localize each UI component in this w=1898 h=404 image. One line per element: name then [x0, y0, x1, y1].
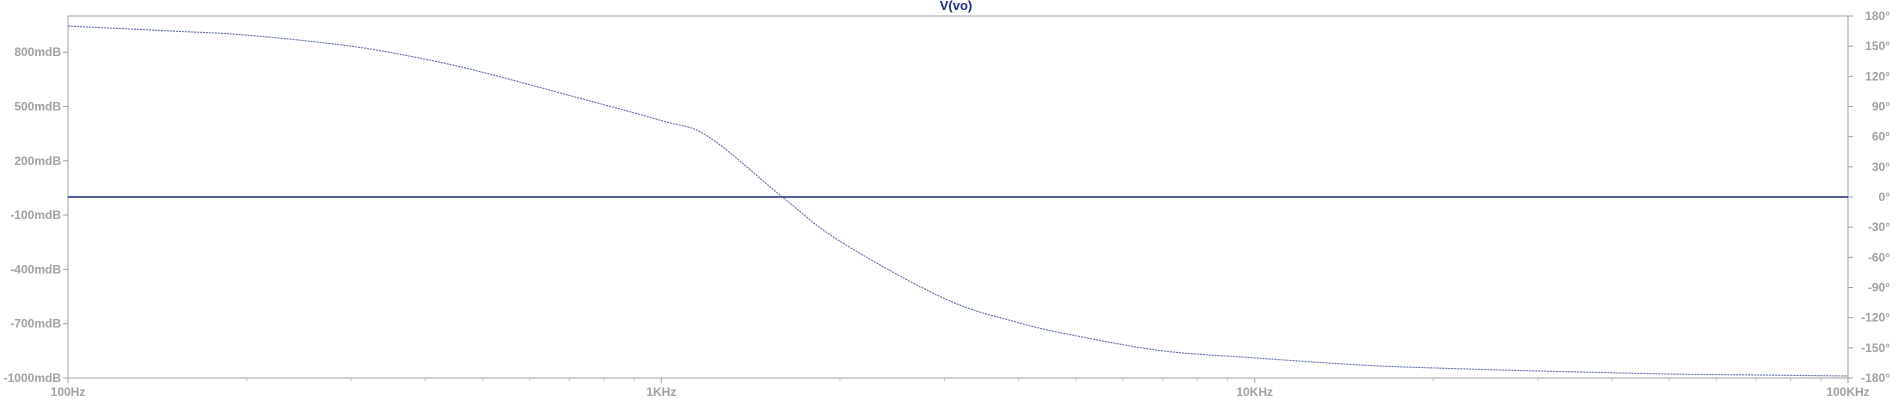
right-tick-label: -180° — [1861, 371, 1890, 385]
left-tick-label: -100mdB — [10, 208, 61, 222]
right-tick-label: 0° — [1879, 190, 1891, 204]
left-tick-label: -700mdB — [10, 317, 61, 331]
chart-title: V(vo) — [940, 0, 973, 13]
right-tick-label: 90° — [1872, 100, 1890, 114]
right-tick-label: -90° — [1868, 281, 1890, 295]
x-tick-label: 100KHz — [1826, 385, 1869, 399]
phase-series-line — [67, 25, 1849, 377]
axes-layer: 800mdB 500mdB 200mdB -100mdB -400mdB -700mdB -… — [4, 9, 1891, 399]
x-tick-label: 1KHz — [646, 385, 676, 399]
right-tick-label: -120° — [1861, 311, 1890, 325]
right-tick-label: 150° — [1865, 39, 1890, 53]
right-tick-label: -150° — [1861, 341, 1890, 355]
series-layer — [67, 25, 1849, 377]
left-tick-label: -400mdB — [10, 262, 61, 276]
x-tick-label: 10KHz — [1236, 385, 1273, 399]
right-tick-label: 30° — [1872, 160, 1890, 174]
right-tick-label: -60° — [1868, 250, 1890, 264]
x-tick-label: 100Hz — [51, 385, 86, 399]
right-tick-label: 180° — [1865, 9, 1890, 23]
left-tick-label: 800mdB — [14, 45, 61, 59]
left-tick-label: -1000mdB — [4, 371, 62, 385]
right-tick-label: 60° — [1872, 130, 1890, 144]
right-tick-label: -30° — [1868, 220, 1890, 234]
right-tick-label: 120° — [1865, 69, 1890, 83]
left-tick-label: 200mdB — [14, 154, 61, 168]
left-tick-label: 500mdB — [14, 100, 61, 114]
